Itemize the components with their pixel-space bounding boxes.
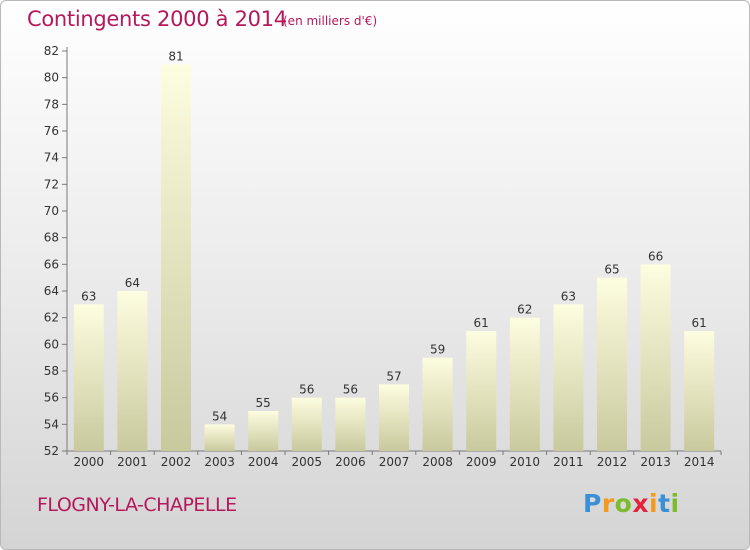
bar — [335, 397, 366, 451]
x-tick-label: 2013 — [640, 455, 671, 469]
y-tick-label: 54 — [44, 417, 59, 431]
y-tick-label: 72 — [44, 177, 59, 191]
x-tick-label: 2014 — [684, 455, 715, 469]
data-label: 63 — [81, 289, 96, 303]
bar — [379, 384, 409, 451]
y-tick-label: 60 — [44, 337, 59, 351]
data-label: 62 — [517, 303, 532, 317]
x-tick-label: 2008 — [422, 455, 453, 469]
bar — [248, 411, 279, 451]
y-tick-label: 78 — [44, 97, 59, 111]
x-tick-label: 2010 — [510, 455, 541, 469]
bar — [291, 397, 322, 451]
x-tick-label: 2007 — [379, 455, 410, 469]
bar — [684, 331, 715, 451]
bar — [509, 317, 540, 451]
data-label: 61 — [474, 316, 489, 330]
x-tick-label: 2006 — [335, 455, 366, 469]
logo-letter: o — [614, 489, 633, 518]
x-tick-label: 2002 — [161, 455, 192, 469]
data-label: 59 — [430, 343, 445, 357]
x-tick-label: 2000 — [74, 455, 105, 469]
y-tick-label: 80 — [44, 71, 59, 85]
chart-title: Contingents 2000 à 2014 — [27, 7, 287, 31]
y-tick-label: 74 — [44, 151, 59, 165]
y-tick-label: 62 — [44, 311, 59, 325]
chart-subtitle: (en milliers d'€) — [283, 14, 378, 28]
y-tick-label: 58 — [44, 364, 59, 378]
data-label: 57 — [386, 369, 401, 383]
bar — [73, 304, 104, 451]
bar — [553, 304, 584, 451]
y-tick-label: 70 — [44, 204, 59, 218]
data-label: 56 — [299, 383, 314, 397]
x-tick-label: 2012 — [597, 455, 628, 469]
y-tick-label: 66 — [44, 257, 59, 271]
bar — [161, 64, 191, 452]
x-tick-label: 2005 — [292, 455, 323, 469]
data-label: 81 — [168, 49, 183, 63]
logo-letter: x — [632, 489, 649, 518]
logo-letter: t — [658, 489, 671, 518]
x-tick-label: 2001 — [117, 455, 148, 469]
x-tick-label: 2004 — [248, 455, 279, 469]
bar — [466, 331, 497, 451]
data-label: 65 — [604, 263, 619, 277]
data-label: 54 — [212, 409, 227, 423]
bar — [204, 424, 235, 451]
y-tick-label: 68 — [44, 231, 59, 245]
y-tick-label: 64 — [44, 284, 59, 298]
data-label: 63 — [561, 289, 576, 303]
logo-letter: i — [670, 489, 680, 518]
logo-letter: P — [583, 489, 602, 518]
data-label: 61 — [692, 316, 707, 330]
y-tick-label: 76 — [44, 124, 59, 138]
data-label: 56 — [343, 383, 358, 397]
logo-letter: r — [601, 489, 615, 518]
bar — [422, 357, 453, 451]
proxiti-logo: Proxiti — [583, 489, 680, 518]
y-tick-label: 82 — [44, 44, 59, 58]
bar — [597, 277, 627, 451]
x-tick-label: 2011 — [553, 455, 584, 469]
y-tick-label: 52 — [44, 444, 59, 458]
data-label: 55 — [256, 396, 271, 410]
location-name: FLOGNY-LA-CHAPELLE — [37, 494, 237, 516]
x-tick-label: 2009 — [466, 455, 497, 469]
bar — [117, 291, 148, 451]
data-label: 66 — [648, 249, 663, 263]
bar — [640, 264, 671, 451]
data-label: 64 — [125, 276, 140, 290]
x-tick-label: 2003 — [204, 455, 235, 469]
y-tick-label: 56 — [44, 391, 59, 405]
logo-letter: i — [649, 489, 659, 518]
